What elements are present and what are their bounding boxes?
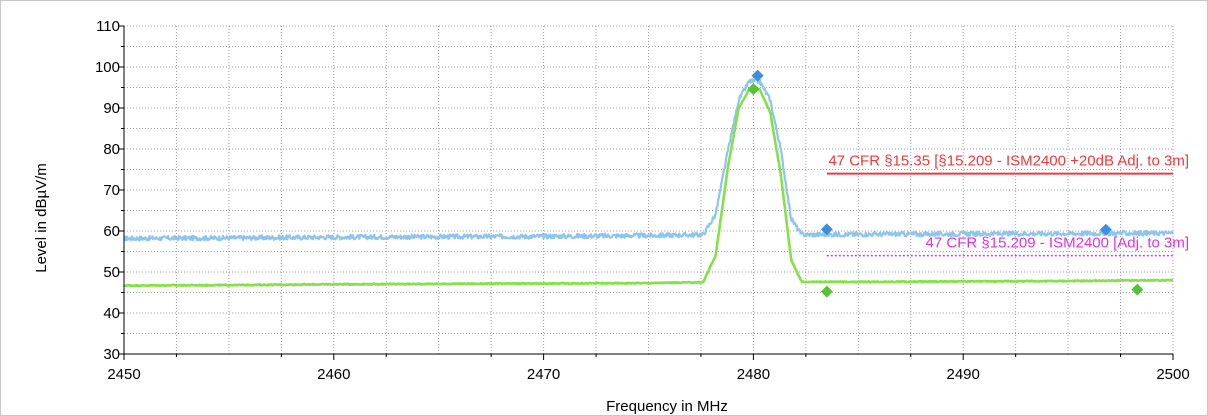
x-axis-label: Frequency in MHz bbox=[606, 398, 728, 415]
y-tick-label: 70 bbox=[103, 182, 120, 199]
y-tick-label: 30 bbox=[103, 346, 120, 363]
average-marker bbox=[820, 285, 833, 298]
traces bbox=[123, 78, 1175, 288]
y-tick-label: 90 bbox=[103, 100, 120, 117]
x-tick-label: 2450 bbox=[107, 366, 140, 383]
limit-lines: 47 CFR §15.35 [§15.209 - ISM2400 +20dB A… bbox=[826, 153, 1189, 257]
limit-label: 47 CFR §15.209 - ISM2400 [Adj. to 3m] bbox=[926, 235, 1189, 252]
y-tick-label: 100 bbox=[95, 59, 120, 76]
x-tick-label: 2470 bbox=[527, 366, 560, 383]
average-trace bbox=[123, 87, 1174, 288]
markers bbox=[747, 69, 1144, 298]
peak-marker bbox=[751, 69, 764, 82]
y-tick-label: 50 bbox=[103, 264, 120, 281]
y-tick-label: 80 bbox=[103, 141, 120, 158]
y-tick-label: 60 bbox=[103, 223, 120, 240]
y-axis-label: Level in dBµV/m bbox=[33, 163, 50, 273]
peak-marker bbox=[820, 223, 833, 236]
x-tick-label: 2490 bbox=[947, 366, 980, 383]
x-tick-label: 2500 bbox=[1156, 366, 1189, 383]
average-marker bbox=[1131, 283, 1144, 296]
peak-marker bbox=[1099, 223, 1112, 236]
peak-trace bbox=[123, 78, 1175, 242]
axes: 30 40 50 60 70 80 90 100 110 2450 2460 2470 2480 2490… bbox=[95, 18, 1190, 383]
x-tick-label: 2460 bbox=[317, 366, 350, 383]
average-marker bbox=[747, 83, 760, 96]
y-tick-label: 40 bbox=[103, 305, 120, 322]
x-tick-label: 2480 bbox=[737, 366, 770, 383]
y-tick-label: 110 bbox=[96, 18, 120, 35]
limit-label: 47 CFR §15.35 [§15.209 - ISM2400 +20dB A… bbox=[828, 153, 1189, 170]
grid bbox=[123, 25, 1174, 355]
